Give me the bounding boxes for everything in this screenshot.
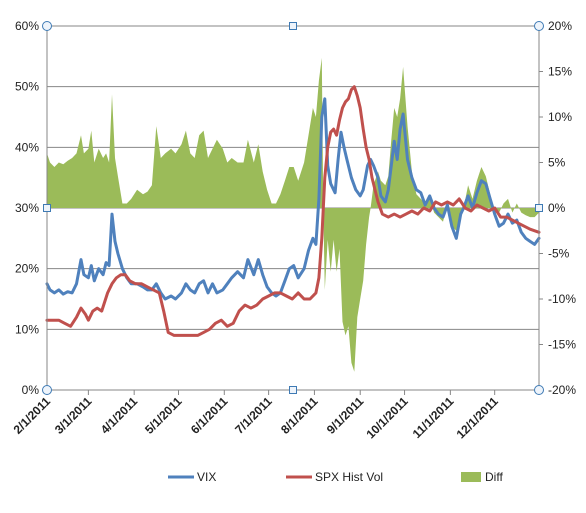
axes: 0% 10% 20% 30% 40% 50% 60% -20% -15% -10% -5% 0% 5% 1… <box>11 19 577 441</box>
resize-handle-corner[interactable] <box>42 21 52 31</box>
y-right-tick-label: 10% <box>548 110 572 124</box>
selection-handles <box>42 21 544 395</box>
y-right-tick-label: 15% <box>548 65 572 79</box>
resize-handle-corner[interactable] <box>42 385 52 395</box>
legend-label: Diff <box>485 470 503 484</box>
legend-swatch <box>461 472 481 482</box>
resize-handle-edge[interactable] <box>289 22 297 30</box>
series-spx-hist-vol-line <box>45 85 541 337</box>
legend-label: VIX <box>197 470 216 484</box>
series-diff-area <box>47 57 539 372</box>
legend-item-diff: Diff <box>461 470 503 484</box>
y-right-tick-label: -15% <box>548 338 576 352</box>
y-right-tick-label: -5% <box>548 247 570 261</box>
legend-item-spx-hist-vol: SPX Hist Vol <box>286 470 383 484</box>
resize-handle-edge[interactable] <box>289 386 297 394</box>
y-left-tick-label: 60% <box>15 19 39 33</box>
legend-label: SPX Hist Vol <box>315 470 383 484</box>
x-tick-label: 2/1/2011 <box>11 394 54 437</box>
resize-handle-corner[interactable] <box>534 385 544 395</box>
x-tick-label: 7/1/2011 <box>232 394 275 437</box>
y-left-tick-label: 50% <box>15 80 39 94</box>
x-tick-label: 6/1/2011 <box>188 394 231 437</box>
x-tick-label: 10/1/2011 <box>363 394 410 441</box>
y-right-tick-label: 5% <box>548 156 566 170</box>
y-right-tick-label: 0% <box>548 201 566 215</box>
x-tick-label: 8/1/2011 <box>278 394 321 437</box>
legend: VIX SPX Hist Vol Diff <box>168 470 503 484</box>
y-left-tick-label: 10% <box>15 322 39 336</box>
resize-handle-edge[interactable] <box>43 204 51 212</box>
x-tick-label: 4/1/2011 <box>98 394 141 437</box>
diff-area-layer <box>47 57 539 372</box>
y-left-tick-label: 0% <box>22 383 40 397</box>
series-vix-line <box>45 97 541 301</box>
x-tick-label: 5/1/2011 <box>142 394 185 437</box>
line-series-layer <box>45 85 541 337</box>
y-left-tick-label: 40% <box>15 140 39 154</box>
y-left-tick-label: 20% <box>15 262 39 276</box>
y-right-tick-label: -10% <box>548 292 576 306</box>
x-tick-label: 11/1/2011 <box>410 394 457 441</box>
legend-item-vix: VIX <box>168 470 216 484</box>
y-right-tick-label: -20% <box>548 383 576 397</box>
y-right-tick-label: 20% <box>548 19 572 33</box>
x-tick-label: 3/1/2011 <box>52 394 95 437</box>
x-tick-label: 9/1/2011 <box>324 394 367 437</box>
y-left-tick-label: 30% <box>15 201 39 215</box>
x-tick-label: 12/1/2011 <box>454 394 501 441</box>
resize-handle-corner[interactable] <box>534 21 544 31</box>
resize-handle-edge[interactable] <box>535 204 543 212</box>
